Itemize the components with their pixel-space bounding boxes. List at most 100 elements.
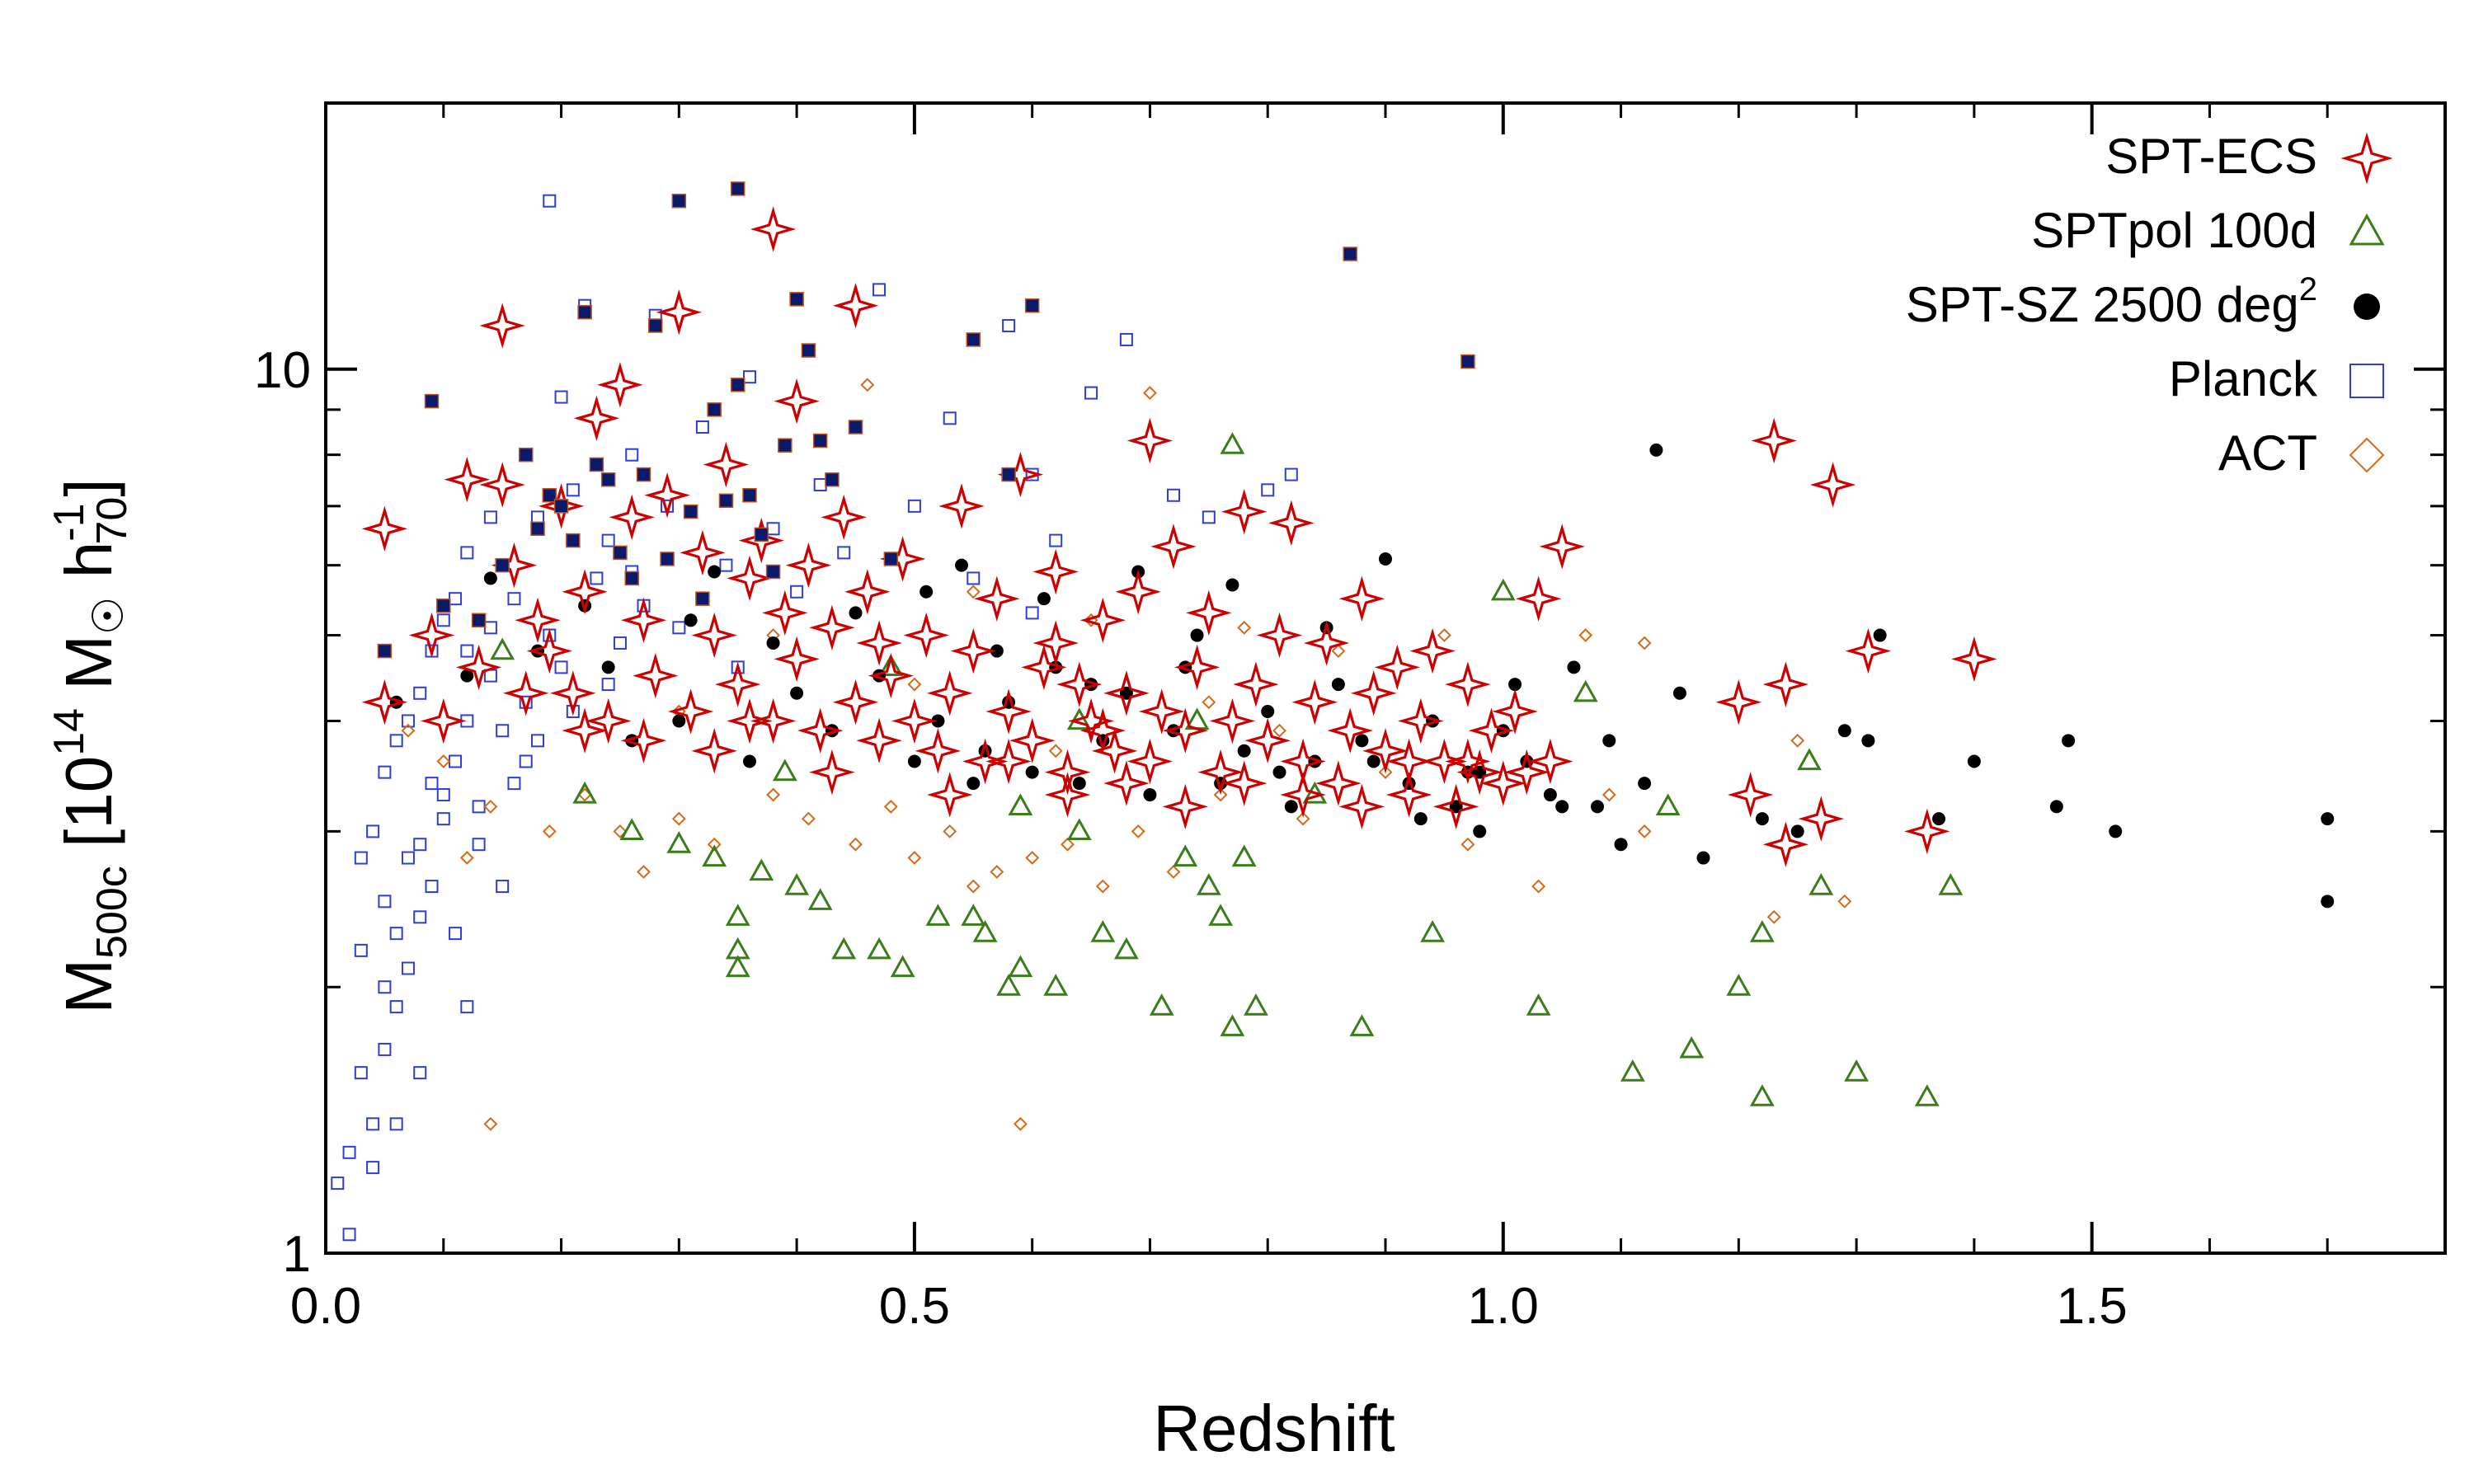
- point-planck: [354, 851, 368, 865]
- point-spt-ecs: [444, 456, 491, 503]
- point-planck-spt-sz-filled: [624, 571, 639, 586]
- point-act: [436, 754, 451, 768]
- point-spt-ecs: [562, 707, 608, 754]
- point-planck-spt-sz-filled: [589, 457, 604, 472]
- point-spt-sz-2500-deg: [1755, 812, 1769, 826]
- point-sptpol-100d: [996, 974, 1022, 996]
- point-planck-spt-sz-filled: [1001, 467, 1016, 482]
- point-act: [1131, 824, 1145, 838]
- point-spt-ecs: [1351, 670, 1397, 716]
- point-spt-ecs: [1103, 760, 1150, 806]
- point-spt-ecs: [1809, 462, 1856, 508]
- point-planck: [1284, 467, 1298, 481]
- point-sptpol-100d: [1090, 920, 1116, 942]
- point-planck-spt-sz-filled: [695, 591, 710, 606]
- point-planck: [554, 390, 568, 404]
- point-spt-sz-2500-deg: [708, 565, 722, 579]
- point-planck: [425, 777, 439, 791]
- point-spt-ecs: [644, 472, 690, 519]
- point-spt-ecs: [1186, 589, 1232, 636]
- point-sptpol-100d: [490, 637, 515, 660]
- point-planck: [354, 943, 368, 957]
- point-act: [1766, 909, 1781, 924]
- x-tick-label: 0.0: [290, 1278, 361, 1335]
- x-axis-label: Redshift: [1153, 1392, 1395, 1465]
- point-planck-spt-sz-filled: [742, 487, 757, 503]
- point-spt-sz-2500-deg: [1037, 592, 1051, 606]
- legend-label: SPT-SZ 2500 deg2: [1906, 271, 2317, 332]
- point-planck-spt-sz-filled: [636, 467, 651, 482]
- point-planck-spt-sz-filled: [730, 181, 745, 196]
- point-planck-spt-sz-filled: [648, 318, 663, 333]
- x-tick-label: 1.0: [1468, 1278, 1539, 1335]
- axes: 0.0 0.5 1.0 1.5 1 10: [254, 101, 2447, 1335]
- point-sptpol-100d: [961, 904, 986, 926]
- point-sptpol-100d: [867, 937, 891, 960]
- point-spt-ecs: [856, 717, 902, 764]
- point-spt-ecs: [1103, 670, 1150, 716]
- point-planck: [507, 777, 521, 791]
- point-planck: [1002, 318, 1016, 332]
- point-spt-ecs: [985, 688, 1032, 735]
- point-spt-sz-2500-deg: [1790, 824, 1804, 838]
- point-spt-sz-2500-deg: [955, 558, 968, 572]
- point-spt-sz-2500-deg: [1543, 788, 1557, 802]
- point-planck: [472, 838, 486, 852]
- point-spt-ecs: [620, 597, 667, 643]
- point-act: [860, 378, 875, 392]
- point-act: [483, 799, 498, 814]
- point-planck-spt-sz-filled: [812, 433, 828, 448]
- point-sptpol-100d: [1914, 1084, 1940, 1106]
- point-spt-sz-2500-deg: [1072, 777, 1086, 791]
- point-spt-sz-2500-deg: [1672, 686, 1686, 700]
- point-planck: [1049, 533, 1063, 547]
- point-planck-spt-sz-filled: [1024, 298, 1040, 313]
- point-spt-ecs: [1468, 707, 1515, 754]
- point-planck-spt-sz-filled: [613, 545, 628, 561]
- point-spt-ecs: [1515, 575, 1562, 622]
- point-spt-ecs: [1398, 697, 1444, 744]
- point-spt-sz-2500-deg: [1555, 800, 1569, 814]
- point-spt-ecs: [1162, 783, 1209, 830]
- point-planck: [342, 1228, 356, 1242]
- point-planck-spt-sz-filled: [778, 438, 793, 453]
- point-planck: [554, 660, 568, 674]
- point-spt-ecs: [1221, 760, 1268, 806]
- point-sptpol-100d: [1749, 1084, 1775, 1106]
- point-sptpol-100d: [1231, 844, 1257, 867]
- point-spt-ecs: [620, 717, 667, 763]
- point-act: [883, 799, 898, 814]
- point-spt-sz-2500-deg: [1837, 724, 1851, 738]
- point-spt-ecs: [479, 462, 525, 508]
- y-tick-label: 10: [254, 342, 311, 399]
- point-spt-sz-2500-deg: [1261, 704, 1275, 718]
- point-sptpol-100d: [972, 920, 998, 942]
- point-spt-ecs: [538, 483, 585, 529]
- point-spt-ecs: [1280, 772, 1326, 818]
- point-planck: [590, 571, 604, 585]
- point-planck: [366, 824, 380, 838]
- point-planck-spt-sz-filled: [424, 393, 440, 409]
- point-sptpol-100d: [725, 955, 750, 978]
- point-sptpol-100d: [749, 858, 774, 881]
- point-spt-sz-2500-deg: [2109, 824, 2123, 838]
- point-act: [1202, 695, 1216, 710]
- point-planck: [907, 499, 921, 513]
- point-spt-ecs: [703, 441, 750, 488]
- point-spt-sz-2500-deg: [1696, 851, 1710, 865]
- x-tick-label: 1.5: [2057, 1278, 2128, 1335]
- point-spt-sz-2500-deg: [1473, 824, 1487, 838]
- point-planck-spt-sz-filled: [600, 472, 616, 487]
- point-spt-ecs: [974, 575, 1020, 622]
- point-spt-sz-2500-deg: [1967, 754, 1981, 768]
- point-planck-spt-sz-filled: [436, 598, 451, 613]
- y-axis-label: M500c [1014 M☉ h-170]: [45, 478, 136, 1013]
- point-planck-spt-sz-filled: [789, 292, 804, 307]
- point-sptpol-100d: [702, 844, 727, 867]
- point-sptpol-100d: [1149, 993, 1174, 1016]
- point-spt-sz-2500-deg: [2321, 895, 2335, 909]
- point-spt-sz-2500-deg: [1025, 765, 1039, 779]
- point-act: [1061, 837, 1075, 852]
- point-act: [1602, 787, 1616, 802]
